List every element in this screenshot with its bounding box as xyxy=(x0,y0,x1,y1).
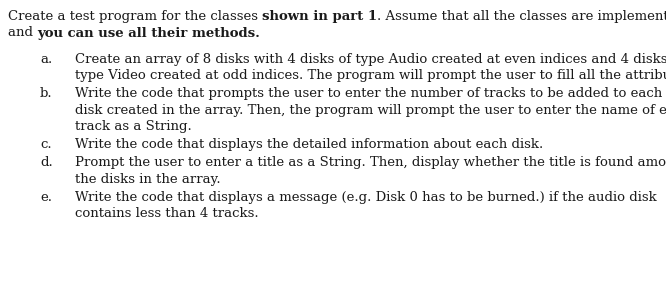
Text: c.: c. xyxy=(40,138,52,151)
Text: type Video created at odd indices. The program will prompt the user to fill all : type Video created at odd indices. The p… xyxy=(75,69,666,82)
Text: the disks in the array.: the disks in the array. xyxy=(75,173,220,186)
Text: Create a test program for the classes: Create a test program for the classes xyxy=(8,10,262,23)
Text: Write the code that displays the detailed information about each disk.: Write the code that displays the detaile… xyxy=(75,138,543,151)
Text: you can use all their methods.: you can use all their methods. xyxy=(37,27,260,40)
Text: disk created in the array. Then, the program will prompt the user to enter the n: disk created in the array. Then, the pro… xyxy=(75,104,666,117)
Text: track as a String.: track as a String. xyxy=(75,120,192,133)
Text: Prompt the user to enter a title as a String. Then, display whether the title is: Prompt the user to enter a title as a St… xyxy=(75,156,666,169)
Text: Create an array of 8 disks with 4 disks of type Audio created at even indices an: Create an array of 8 disks with 4 disks … xyxy=(75,53,666,66)
Text: and: and xyxy=(8,27,37,40)
Text: b.: b. xyxy=(40,87,53,100)
Text: a.: a. xyxy=(40,53,52,66)
Text: shown in part 1: shown in part 1 xyxy=(262,10,378,23)
Text: d.: d. xyxy=(40,156,53,169)
Text: Write the code that displays a message (e.g. Disk 0 has to be burned.) if the au: Write the code that displays a message (… xyxy=(75,191,657,204)
Text: . Assume that all the classes are implemented: . Assume that all the classes are implem… xyxy=(378,10,666,23)
Text: contains less than 4 tracks.: contains less than 4 tracks. xyxy=(75,207,258,220)
Text: Write the code that prompts the user to enter the number of tracks to be added t: Write the code that prompts the user to … xyxy=(75,87,666,100)
Text: e.: e. xyxy=(40,191,52,204)
